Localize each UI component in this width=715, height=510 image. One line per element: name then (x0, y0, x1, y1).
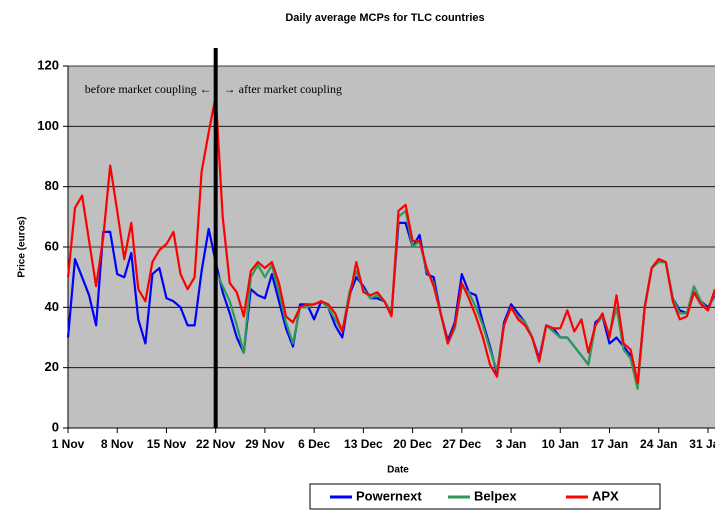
annotation: → after market coupling (224, 82, 342, 96)
x-tick-label: 10 Jan (542, 437, 579, 451)
x-tick-label: 29 Nov (245, 437, 285, 451)
x-tick-label: 27 Dec (442, 437, 481, 451)
legend-box (309, 483, 661, 510)
y-tick-label: 100 (37, 118, 59, 133)
annotation: before market coupling ← (85, 82, 212, 96)
x-tick-label: 1 Nov (52, 437, 85, 451)
chart-title: Daily average MCPs for TLC countries (285, 12, 484, 24)
x-tick-label: 31 Jan (689, 437, 715, 451)
x-tick-label: 17 Jan (591, 437, 628, 451)
y-axis-label: Price (euros) (17, 216, 28, 277)
legend-label: Powernext (356, 488, 422, 503)
x-tick-label: 3 Jan (496, 437, 527, 451)
y-tick-label: 40 (45, 299, 59, 314)
y-tick-label: 20 (45, 359, 59, 374)
x-tick-label: 6 Dec (298, 437, 330, 451)
x-axis-label: Date (387, 465, 409, 476)
series-line (66, 95, 715, 384)
x-tick-label: 13 Dec (344, 437, 383, 451)
y-tick-label: 0 (52, 419, 59, 434)
y-tick-label: 120 (37, 57, 59, 72)
y-tick-label: 80 (45, 178, 59, 193)
y-tick-label: 60 (45, 238, 59, 253)
legend-label: Belpex (474, 488, 517, 503)
x-tick-label: 20 Dec (393, 437, 432, 451)
legend-label: APX (592, 488, 619, 503)
x-tick-label: 8 Nov (101, 437, 134, 451)
x-tick-label: 22 Nov (196, 437, 236, 451)
x-tick-label: 15 Nov (147, 437, 187, 451)
x-tick-label: 24 Jan (640, 437, 677, 451)
